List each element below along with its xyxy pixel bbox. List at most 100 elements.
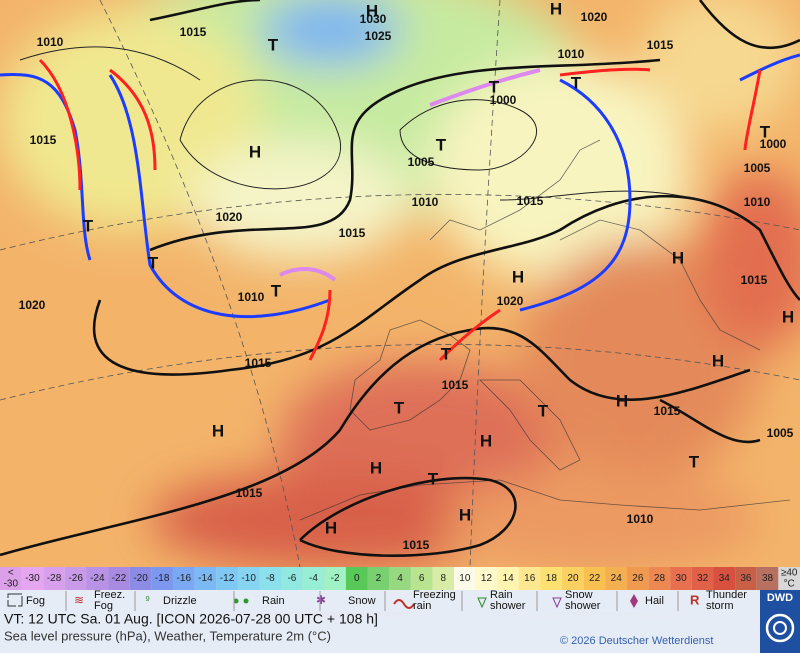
scale-label: -4: [309, 573, 318, 584]
svg-text:≋: ≋: [74, 593, 84, 607]
pressure-center: H: [712, 351, 724, 370]
scale-label: 10: [459, 573, 471, 584]
pressure-center: H: [550, 0, 562, 18]
scale-label: 32: [697, 573, 709, 584]
scale-label: -14: [198, 573, 213, 584]
scale-cell: [281, 567, 303, 590]
isobar-label: 1015: [442, 378, 469, 392]
scale-label: -18: [155, 573, 170, 584]
copyright: © 2026 Deutscher Wetterdienst: [560, 635, 713, 647]
isobar-label: 1015: [180, 25, 207, 39]
scale-cell: [756, 567, 779, 590]
scale-label: 28: [654, 573, 666, 584]
pressure-center: H: [672, 248, 684, 267]
scale-cell: [0, 567, 22, 590]
pressure-center: H: [459, 505, 471, 524]
coastlines: [299, 139, 791, 521]
pressure-center: H: [512, 267, 524, 286]
scale-label: -30: [25, 573, 40, 584]
legend-label: Snow: [565, 589, 593, 601]
scale-cell: [670, 567, 692, 590]
isobar-label: 1015: [403, 538, 430, 552]
isobar-label: 1015: [517, 194, 544, 208]
scale-cell: [43, 567, 65, 590]
pressure-center: T: [571, 73, 582, 92]
legend-label: Fog: [94, 600, 113, 612]
scale-label: 14: [503, 573, 515, 584]
scale-cell: [194, 567, 217, 590]
scale-cell: [735, 567, 757, 590]
description: Sea level pressure (hPa), Weather, Tempe…: [4, 628, 331, 643]
isobar-label: 1015: [647, 38, 674, 52]
pressure-center: H: [212, 421, 224, 440]
scale-cell: [562, 567, 584, 590]
map-labels: 1010 1015 1030 1025 1020 1015 1010 1000 1015 1005…: [19, 0, 794, 552]
scale-label: 34: [719, 573, 731, 584]
scale-label: 38: [762, 573, 774, 584]
pressure-center: H: [616, 391, 628, 410]
svg-text:R: R: [690, 592, 700, 607]
legend-label: Fog: [26, 595, 45, 607]
isobar-label: 1010: [558, 47, 585, 61]
scale-cell: [410, 567, 433, 590]
scale-cell: [475, 567, 498, 590]
pressure-center: T: [489, 77, 500, 96]
valid-time: VT: 12 UTC Sa. 01 Aug. [ICON 2026-07-28 …: [4, 611, 378, 627]
scale-label: -22: [112, 573, 127, 584]
scale-cell: [583, 567, 606, 590]
legend-label: shower: [490, 600, 526, 612]
legend-label: Rain: [490, 589, 513, 601]
scale-label: 30: [676, 573, 688, 584]
scale-cell: [86, 567, 109, 590]
scale-label: 20: [567, 573, 579, 584]
legend-label: Drizzle: [163, 595, 197, 607]
svg-text:✱: ✱: [316, 593, 326, 607]
scale-label: 18: [546, 573, 558, 584]
isobar-label: 1020: [19, 298, 46, 312]
scale-label: 6: [419, 573, 425, 584]
scale-cell: [259, 567, 282, 590]
scale-cell: [367, 567, 390, 590]
scale-label: 16: [524, 573, 536, 584]
scale-label: 26: [632, 573, 644, 584]
scale-cell: [21, 567, 44, 590]
scale-label: 12: [481, 573, 493, 584]
scale-label: -12: [220, 573, 235, 584]
isobar-label: 1020: [581, 10, 608, 24]
pressure-center: T: [268, 35, 279, 54]
footer: VT: 12 UTC Sa. 01 Aug. [ICON 2026-07-28 …: [4, 590, 800, 653]
legend-label: Snow: [348, 595, 376, 607]
scale-label: -16: [177, 573, 192, 584]
isobar-label: 1005: [408, 155, 435, 169]
isobar-label: 1015: [236, 486, 263, 500]
pressure-center: T: [83, 216, 94, 235]
scale-cell: [778, 567, 800, 590]
isobar-label: 1010: [412, 195, 439, 209]
scale-label: -2: [331, 573, 340, 584]
scale-label: <: [8, 568, 14, 579]
isobar-label: 1015: [654, 404, 681, 418]
isobar-label: 1010: [627, 512, 654, 526]
scale-cell: [389, 567, 411, 590]
scale-cell: [108, 567, 130, 590]
thin-isobars: [19, 46, 701, 201]
pressure-center: T: [760, 122, 771, 141]
scale-cell: [518, 567, 541, 590]
scale-label: °C: [784, 579, 795, 590]
legend-label: rain: [413, 600, 431, 612]
isobar-label: 1025: [365, 29, 392, 43]
occlusions: [279, 68, 541, 282]
scale-cell: [216, 567, 238, 590]
isobar-label: 1015: [30, 133, 57, 147]
isobar-label: 1015: [245, 356, 272, 370]
scale-cell: [713, 567, 736, 590]
legend-label: shower: [565, 600, 601, 612]
scale-label: -8: [266, 573, 275, 584]
isobar-label: 1030: [360, 12, 387, 26]
scale-cell: [324, 567, 346, 590]
isobar-label: 1010: [744, 195, 771, 209]
isobar-label: 1000: [760, 137, 787, 151]
scale-cell: [627, 567, 649, 590]
scale-label: -28: [47, 573, 62, 584]
